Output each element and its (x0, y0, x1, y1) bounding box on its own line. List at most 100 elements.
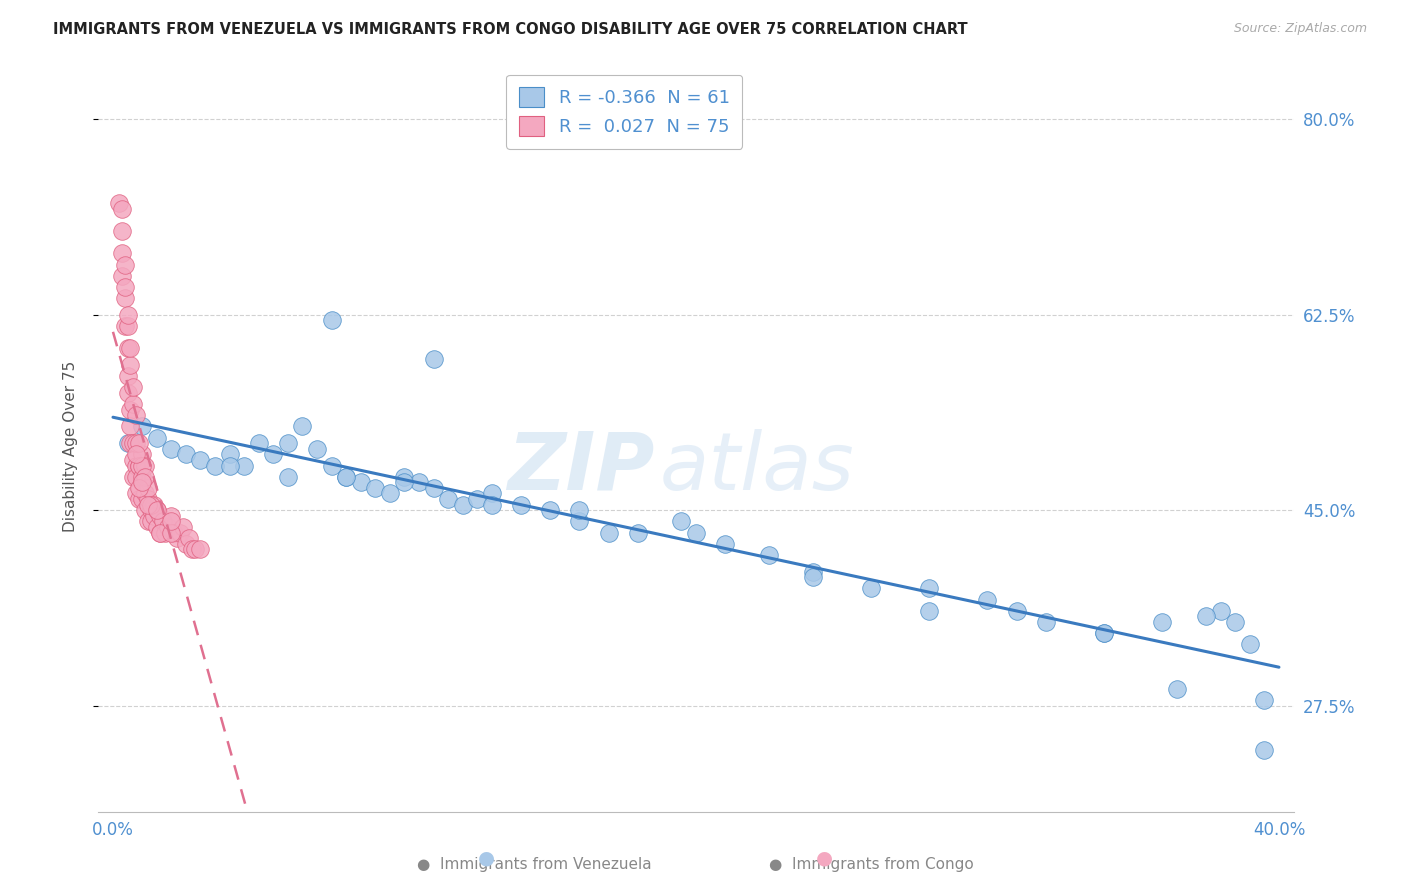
Point (510, 498, 533, 512)
Point (134, 469, 156, 483)
Point (122, 380, 145, 394)
Point (122, 436, 145, 450)
Point (152, 515, 174, 529)
Point (262, 447, 284, 461)
Point (134, 503, 156, 517)
Point (142, 498, 165, 512)
Point (149, 525, 172, 540)
Point (1253, 693, 1275, 707)
Point (117, 436, 139, 450)
Point (111, 268, 134, 283)
Point (394, 469, 416, 483)
Text: ●  Immigrants from Venezuela: ● Immigrants from Venezuela (418, 857, 651, 872)
Point (422, 481, 444, 495)
Text: ●  Immigrants from Congo: ● Immigrants from Congo (769, 857, 974, 872)
Point (145, 503, 167, 517)
Point (122, 469, 145, 483)
Text: Source: ZipAtlas.com: Source: ZipAtlas.com (1233, 22, 1367, 36)
Point (108, 196, 131, 211)
Point (114, 318, 136, 333)
Point (145, 520, 167, 534)
Point (136, 491, 159, 506)
Point (117, 318, 139, 333)
Point (335, 469, 357, 483)
Point (1239, 637, 1261, 651)
Point (568, 503, 591, 517)
Point (134, 458, 156, 473)
Point (758, 548, 780, 562)
Point (378, 486, 401, 500)
Legend: R = -0.366  N = 61, R =  0.027  N = 75: R = -0.366 N = 61, R = 0.027 N = 75 (506, 75, 742, 149)
Point (122, 453, 145, 467)
Point (128, 481, 150, 495)
Point (801, 565, 824, 579)
Point (157, 520, 180, 534)
Point (174, 447, 197, 461)
Point (1166, 681, 1188, 696)
Point (183, 542, 205, 557)
Point (1005, 604, 1028, 618)
Point (408, 475, 430, 490)
Point (1225, 615, 1247, 629)
Point (160, 508, 183, 523)
Point (136, 515, 159, 529)
Point (131, 419, 153, 434)
Point (481, 498, 503, 512)
Point (166, 531, 188, 545)
Point (1152, 615, 1174, 629)
Point (1035, 615, 1057, 629)
Point (125, 447, 148, 461)
Point (394, 475, 416, 490)
Point (918, 582, 941, 596)
Point (131, 447, 153, 461)
Point (190, 453, 212, 467)
Point (467, 491, 489, 506)
Text: atlas: atlas (661, 429, 855, 507)
Point (125, 436, 148, 450)
Point (277, 436, 299, 450)
Point (685, 525, 707, 540)
Point (350, 475, 373, 490)
Point (671, 515, 693, 529)
Point (169, 525, 191, 540)
Point (218, 458, 240, 473)
Point (145, 503, 167, 517)
Point (481, 486, 503, 500)
Text: IMMIGRANTS FROM VENEZUELA VS IMMIGRANTS FROM CONGO DISABILITY AGE OVER 75 CORREL: IMMIGRANTS FROM VENEZUELA VS IMMIGRANTS … (53, 22, 969, 37)
Point (1209, 604, 1232, 618)
Point (117, 386, 139, 401)
Point (918, 604, 941, 618)
Point (136, 498, 159, 512)
Point (125, 458, 148, 473)
Point (714, 537, 737, 551)
Point (128, 458, 150, 473)
Point (364, 481, 387, 495)
Point (139, 515, 162, 529)
Point (160, 442, 183, 456)
Point (128, 491, 150, 506)
Point (321, 458, 343, 473)
Point (111, 202, 134, 216)
Point (1092, 626, 1115, 640)
Point (128, 436, 150, 450)
Point (139, 503, 162, 517)
Point (134, 486, 156, 500)
Text: ●: ● (478, 848, 495, 867)
Point (131, 458, 153, 473)
Point (149, 508, 172, 523)
Point (125, 469, 148, 483)
Point (120, 358, 142, 372)
Point (111, 246, 134, 260)
Y-axis label: Disability Age Over 75: Disability Age Over 75 (63, 360, 77, 532)
Point (136, 481, 159, 495)
Point (627, 525, 650, 540)
Point (117, 341, 139, 355)
Point (335, 469, 357, 483)
Point (976, 592, 998, 607)
Point (538, 503, 561, 517)
Point (321, 313, 343, 327)
Point (114, 280, 136, 294)
Point (172, 520, 194, 534)
Point (598, 525, 620, 540)
Point (128, 458, 150, 473)
